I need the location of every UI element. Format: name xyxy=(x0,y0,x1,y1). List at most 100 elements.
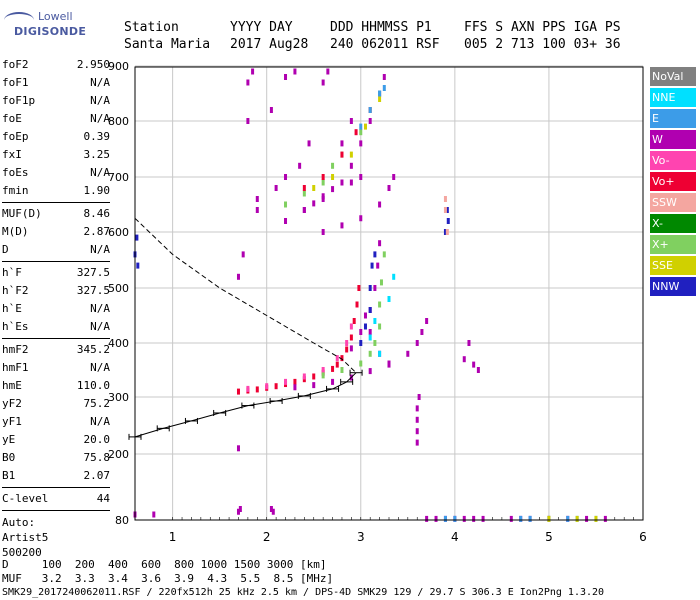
echo-point xyxy=(340,355,344,362)
parameter-name: B1 xyxy=(2,469,16,482)
legend-item: NNE xyxy=(650,88,696,107)
legend-item: Vo+ xyxy=(650,172,696,191)
parameter-value: 0.39 xyxy=(83,130,111,143)
parameter-name: h`Es xyxy=(2,320,29,333)
legend-item: X- xyxy=(650,214,696,233)
echo-point xyxy=(246,385,250,392)
parameter-value: 8.46 xyxy=(83,207,111,220)
parameter-row: foEp 0.39 xyxy=(2,128,110,146)
parameter-row: fxI 3.25 xyxy=(2,146,110,164)
parameter-value: 327.5 xyxy=(76,284,110,297)
echo-point xyxy=(293,384,297,391)
echo-point xyxy=(566,515,570,522)
echo-point xyxy=(307,140,311,147)
parameter-name: foF1p xyxy=(2,94,36,107)
parameter-value: N/A xyxy=(90,361,110,374)
echo-point xyxy=(443,515,447,522)
echo-point xyxy=(425,318,429,324)
parameter-value: 75.8 xyxy=(83,451,111,464)
parameter-name: fxI xyxy=(2,148,22,161)
parameter-row: B1 2.07 xyxy=(2,467,110,485)
echo-point xyxy=(425,515,429,522)
echo-point xyxy=(378,350,382,357)
echo-point xyxy=(373,340,377,346)
echo-point xyxy=(274,383,278,390)
parameter-name: foEp xyxy=(2,130,29,143)
echo-point xyxy=(302,207,306,213)
parameter-row: h`F2 327.5 xyxy=(2,282,110,300)
echo-point xyxy=(443,207,447,213)
separator xyxy=(2,487,110,488)
true-height-profile xyxy=(134,372,357,438)
parameter-row: yF2 75.2 xyxy=(2,395,110,413)
parameter-row: foE N/A xyxy=(2,110,110,128)
dashed-profile xyxy=(134,217,357,374)
echo-point xyxy=(368,334,372,341)
legend-item: W xyxy=(650,130,696,149)
echo-point xyxy=(321,79,325,86)
parameter-value: N/A xyxy=(90,112,110,125)
parameter-name: h`E xyxy=(2,302,22,315)
echo-point xyxy=(359,140,363,147)
scaled-parameters-panel: foF2 2.950 foF1 N/A foF1p N/A foE N/A foEp 0.39 fx… xyxy=(2,56,110,560)
echo-point xyxy=(378,323,382,330)
auto-artist: Artist5 xyxy=(2,531,49,544)
parameter-value: 2.87 xyxy=(83,225,111,238)
echo-point xyxy=(547,515,551,522)
parameter-value: 2.950 xyxy=(76,58,110,71)
echo-point xyxy=(284,378,288,385)
echo-point xyxy=(575,515,579,522)
echo-point xyxy=(382,74,386,80)
echo-point xyxy=(340,151,344,158)
auto-label: Auto: xyxy=(2,516,36,529)
parameter-value: N/A xyxy=(90,76,110,89)
x-tick-label: 3 xyxy=(357,530,365,544)
parameter-name: yF2 xyxy=(2,397,22,410)
echo-point xyxy=(528,515,532,522)
parameter-value: 1.90 xyxy=(83,184,111,197)
echo-point xyxy=(349,118,353,124)
echo-point xyxy=(271,508,275,515)
echo-point xyxy=(363,312,367,319)
echo-point xyxy=(302,373,306,380)
echo-point xyxy=(363,323,367,330)
echo-point xyxy=(359,129,363,136)
parameter-name: yF1 xyxy=(2,415,22,428)
parameter-name: M(D) xyxy=(2,225,29,238)
echo-point xyxy=(462,515,466,522)
echo-point xyxy=(378,90,382,97)
parameter-row: h`E N/A xyxy=(2,300,110,318)
echo-point xyxy=(370,262,374,269)
echo-point xyxy=(331,365,335,372)
parameter-row: yF1 N/A xyxy=(2,413,110,431)
parameter-name: foF1 xyxy=(2,76,29,89)
echo-point xyxy=(274,185,278,191)
parameter-name: fmin xyxy=(2,184,29,197)
echo-point xyxy=(136,262,140,269)
legend-item: Vo- xyxy=(650,151,696,170)
y-tick-label: 600 xyxy=(108,226,129,239)
echo-point xyxy=(293,68,297,75)
parameter-value: N/A xyxy=(90,94,110,107)
echo-point xyxy=(387,185,391,191)
echo-point xyxy=(415,405,419,412)
x-tick-label: 6 xyxy=(639,530,647,544)
echo-point xyxy=(284,218,288,224)
echo-point xyxy=(359,215,363,222)
echo-point xyxy=(349,179,353,186)
echo-point xyxy=(378,96,382,102)
echo-point xyxy=(265,383,269,390)
echo-point xyxy=(481,515,485,522)
echo-point xyxy=(340,179,344,186)
echo-point xyxy=(378,240,382,247)
echo-point xyxy=(246,118,250,124)
digisonde-logo: Lowell DIGISONDE xyxy=(2,8,86,48)
y-tick-label: 900 xyxy=(108,60,129,73)
parameter-name: h`F2 xyxy=(2,284,29,297)
header-label-time: DDD HHMMSS P1 xyxy=(330,20,432,35)
chart-grid xyxy=(135,65,644,521)
echo-point xyxy=(603,515,607,522)
echo-point xyxy=(392,174,396,180)
header-value-settings: 005 2 713 100 03+ 36 xyxy=(464,37,621,52)
autoscaling-info: Auto: Artist5 500200 xyxy=(2,515,110,560)
